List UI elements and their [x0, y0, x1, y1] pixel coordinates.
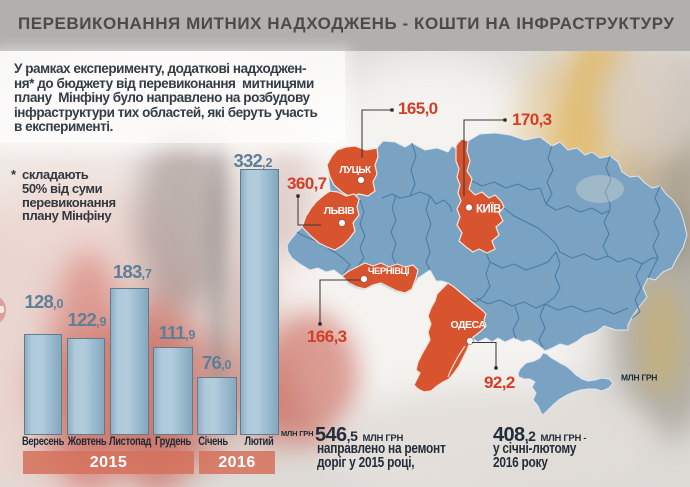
svg-text:170,3: 170,3 — [512, 110, 552, 129]
svg-text:360,7: 360,7 — [287, 174, 327, 193]
svg-text:МЛН ГРН: МЛН ГРН — [621, 373, 657, 383]
svg-text:КИЇВ: КИЇВ — [476, 203, 501, 216]
svg-text:ЛУЦЬК: ЛУЦЬК — [339, 165, 372, 176]
svg-text:92,2: 92,2 — [484, 373, 515, 392]
svg-text:ЧЕРНІВЦІ: ЧЕРНІВЦІ — [368, 266, 409, 277]
svg-text:ЛЬВІВ: ЛЬВІВ — [324, 205, 355, 217]
svg-text:165,0: 165,0 — [398, 99, 438, 118]
svg-text:ОДЕСА: ОДЕСА — [451, 319, 487, 331]
svg-text:166,3: 166,3 — [307, 327, 347, 346]
